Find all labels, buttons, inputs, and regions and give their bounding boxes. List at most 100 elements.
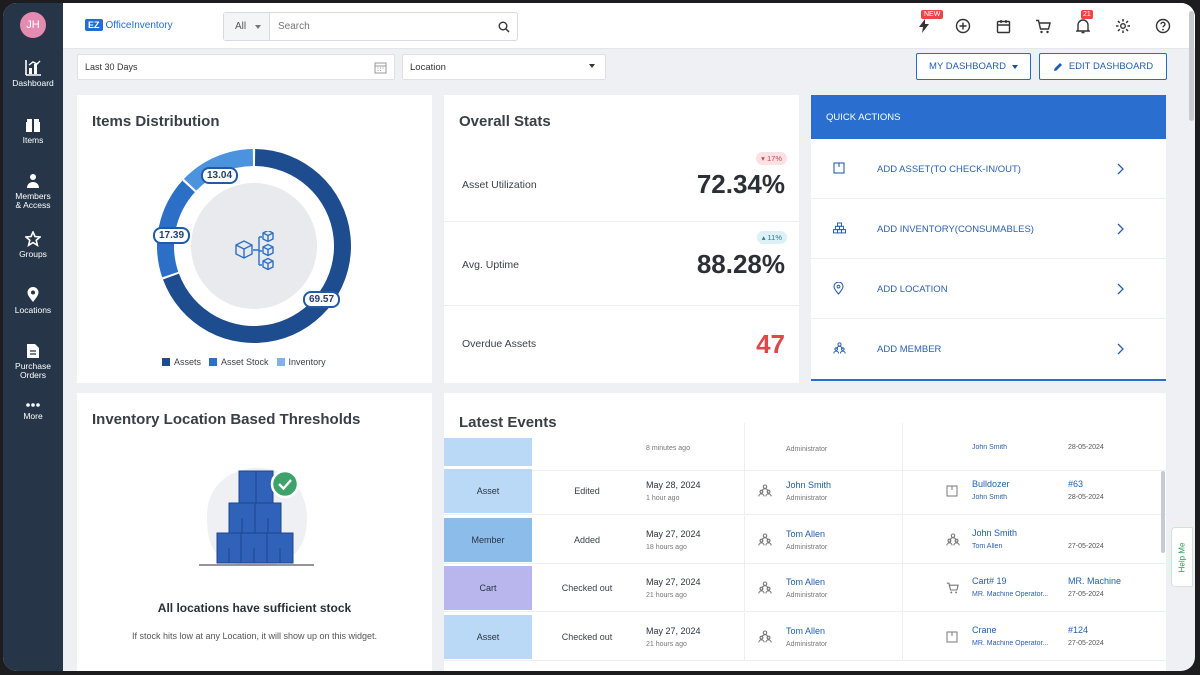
member-group-icon — [758, 532, 772, 551]
event-user-link[interactable]: John Smith — [786, 480, 832, 490]
brand-logo[interactable]: EZ OfficeInventory — [85, 19, 173, 31]
event-item-link[interactable]: John Smith — [972, 527, 1018, 538]
search-button[interactable] — [491, 21, 517, 33]
table-row[interactable]: Asset Checked out May 27, 2024 21 hours ago… — [444, 612, 1166, 661]
help-me-tab[interactable]: Help Me — [1171, 527, 1193, 587]
avatar[interactable]: JH — [20, 12, 46, 38]
event-action: Checked out — [561, 583, 613, 593]
event-user-link[interactable]: Tom Allen — [786, 625, 826, 636]
new-badge: NEW — [921, 10, 944, 19]
quick-action-add-asset[interactable]: ADD ASSET(TO CHECK-IN/OUT) — [811, 139, 1166, 199]
search-input[interactable] — [270, 21, 491, 32]
sidebar-item-label: Items — [22, 135, 44, 145]
event-ago: 21 hours ago — [646, 592, 687, 599]
event-ref-date: 28-05-2024 — [1068, 494, 1104, 501]
event-ref-link[interactable]: #63 — [1068, 479, 1084, 489]
my-dashboard-button[interactable]: MY DASHBOARD — [916, 53, 1031, 80]
asset-box-icon — [833, 162, 845, 174]
thresholds-status: All locations have sufficient stock — [157, 601, 352, 615]
donut-slice-asset-stock[interactable] — [157, 180, 195, 278]
cart-icon — [1036, 19, 1051, 33]
quick-action-button[interactable] — [912, 14, 936, 38]
sidebar-item-locations[interactable]: Locations — [3, 287, 63, 315]
event-item-sub[interactable]: MR. Machine Operator... — [972, 591, 1049, 598]
chart-legend: Assets Asset Stock Inventory — [162, 357, 326, 367]
help-button[interactable] — [1151, 14, 1175, 38]
event-action: Edited — [574, 486, 600, 496]
divider — [744, 564, 745, 612]
sidebar-item-label: Groups — [19, 249, 47, 259]
divider — [902, 564, 903, 612]
date-range-picker[interactable]: Last 30 Days — [77, 54, 395, 80]
avg-uptime-change-badge: ▴ 11% — [756, 231, 787, 244]
divider — [902, 612, 903, 661]
location-select[interactable]: Location — [402, 54, 606, 80]
event-role: Administrator — [786, 446, 828, 453]
event-item-link[interactable]: Bulldozer — [972, 479, 1010, 489]
events-scrollbar[interactable] — [1161, 471, 1165, 553]
event-user-link[interactable]: Tom Allen — [786, 577, 826, 587]
quick-action-add-inventory[interactable]: ADD INVENTORY(CONSUMABLES) — [811, 199, 1166, 259]
sidebar-item-items[interactable]: Items — [3, 117, 63, 145]
sidebar-item-groups[interactable]: Groups — [3, 231, 63, 259]
sidebar-item-label: Purchase Orders — [15, 361, 51, 380]
event-sub: John Smith — [972, 444, 1008, 451]
calendar-button[interactable] — [991, 14, 1015, 38]
asset-utilization-label: Asset Utilization — [462, 179, 537, 191]
sidebar-item-label: Locations — [14, 305, 52, 315]
sidebar-item-dashboard[interactable]: Dashboard — [3, 59, 63, 88]
items-distribution-donut — [157, 149, 351, 343]
items-distribution-card: Items Distribution 13.04 17.39 69.57 Ass… — [77, 95, 432, 383]
chevron-right-icon — [1117, 343, 1124, 355]
page-scrollbar[interactable] — [1189, 11, 1194, 121]
asset-utilization-value: 72.34% — [696, 169, 785, 199]
event-ago: 18 hours ago — [646, 543, 687, 551]
donut-label-assets: 69.57 — [303, 291, 341, 308]
sidebar-item-purchase-orders[interactable]: Purchase Orders — [3, 343, 63, 380]
notifications-button[interactable] — [1071, 14, 1095, 38]
event-date: May 27, 2024 — [646, 577, 701, 587]
sidebar-item-label: Dashboard — [12, 78, 54, 88]
cart-button[interactable] — [1031, 14, 1055, 38]
event-item-link[interactable]: Cart# 19 — [972, 576, 1007, 586]
quick-action-add-location[interactable]: ADD LOCATION — [811, 259, 1166, 319]
event-item-sub[interactable]: John Smith — [972, 494, 1008, 501]
search-icon — [498, 21, 510, 33]
member-group-icon — [758, 581, 772, 599]
table-row[interactable]: Member Added May 27, 2024 18 hours ago Tom A… — [444, 515, 1166, 564]
quick-action-label: ADD LOCATION — [877, 284, 948, 295]
event-item-link[interactable]: Crane — [972, 624, 997, 635]
members-icon — [27, 174, 39, 188]
more-dots-icon — [26, 403, 40, 407]
thresholds-hint: If stock hits low at any Location, it wi… — [131, 631, 378, 641]
event-type-badge: Cart — [444, 566, 532, 610]
add-button[interactable] — [951, 14, 975, 38]
event-ref-link[interactable]: MR. Machine — [1068, 576, 1122, 586]
event-type-badge: Asset — [444, 614, 532, 659]
event-ref-date: 28-05-2024 — [1068, 444, 1104, 451]
quick-action-add-member[interactable]: ADD MEMBER — [811, 319, 1166, 379]
chevron-right-icon — [1117, 163, 1124, 175]
edit-dashboard-button[interactable]: EDIT DASHBOARD — [1039, 53, 1167, 80]
search-scope-label: All — [235, 21, 247, 32]
asset-box-icon — [946, 484, 958, 502]
asset-utilization-change-badge: ▾ 17% — [756, 152, 787, 165]
table-row[interactable]: Cart Checked out May 27, 2024 21 hours ago T… — [444, 564, 1166, 612]
sidebar-item-members[interactable]: Members & Access — [3, 173, 63, 210]
help-me-label: Help Me — [1177, 542, 1187, 572]
divider — [902, 515, 903, 564]
event-ref-date: 27-05-2024 — [1068, 639, 1104, 647]
event-ref-link[interactable]: #124 — [1068, 624, 1089, 635]
event-user-link[interactable]: Tom Allen — [786, 528, 826, 539]
event-item-sub[interactable]: MR. Machine Operator... — [972, 639, 1049, 647]
settings-button[interactable] — [1111, 14, 1135, 38]
inventory-thresholds-card: Inventory Location Based Thresholds All … — [77, 393, 432, 671]
table-row[interactable]: Asset Edited May 28, 2024 1 hour ago John Sm… — [444, 467, 1166, 515]
quick-actions-header: QUICK ACTIONS — [811, 95, 1166, 139]
sidebar-item-more[interactable]: More — [3, 401, 63, 421]
chevron-down-icon — [1011, 64, 1018, 69]
event-item-sub[interactable]: Tom Allen — [972, 542, 1003, 550]
search-scope-select[interactable]: All — [224, 13, 270, 40]
sidebar-item-label: More — [23, 411, 43, 421]
overdue-assets-value[interactable]: 47 — [756, 329, 785, 359]
